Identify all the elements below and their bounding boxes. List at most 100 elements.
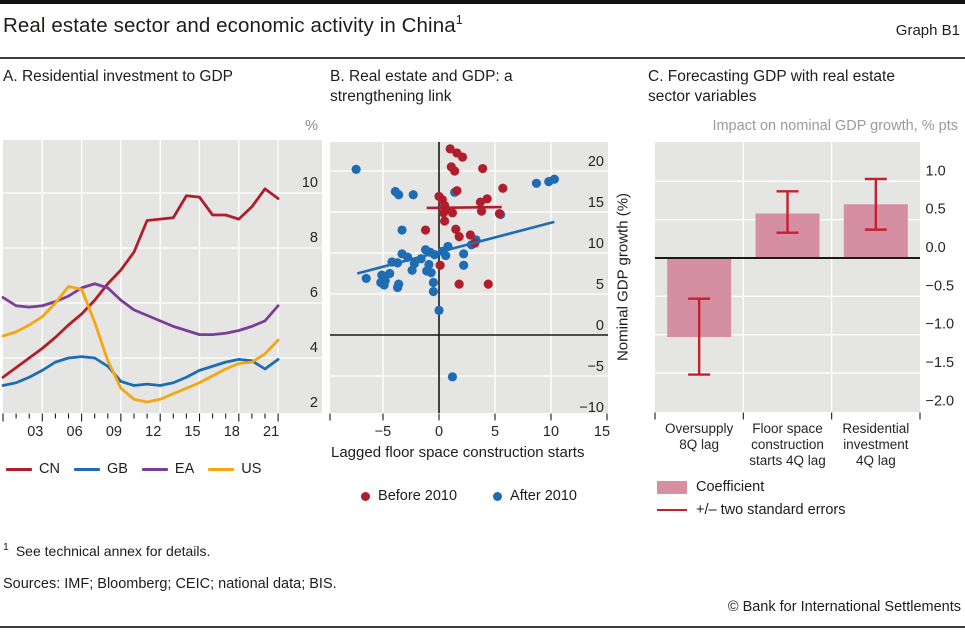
scatter-point-before-2010 bbox=[465, 230, 475, 240]
legend-item-before-2010: Before 2010 bbox=[361, 488, 457, 504]
x-axis-label: 15 bbox=[184, 424, 200, 440]
scatter-point-after-2010 bbox=[426, 268, 436, 278]
legend-label: GB bbox=[106, 461, 128, 477]
y-axis-label: 0.0 bbox=[926, 240, 946, 256]
y-axis-label: 20 bbox=[588, 154, 604, 170]
legend-line-swatch bbox=[141, 467, 168, 471]
y-axis-label: 0 bbox=[596, 318, 604, 334]
trend-line-before-2010 bbox=[426, 205, 502, 210]
category-label: 4Q lag bbox=[856, 453, 896, 468]
panel-a-legend: CN GB EA US bbox=[6, 461, 261, 477]
legend-dot-swatch bbox=[361, 491, 371, 501]
scatter-point-before-2010 bbox=[451, 224, 461, 234]
legend-item-gb: GB bbox=[73, 461, 128, 477]
scatter-point-after-2010 bbox=[441, 250, 451, 261]
trend-line-after-2010 bbox=[356, 220, 555, 275]
legend-label: Coefficient bbox=[696, 479, 765, 495]
panel-a-title: A. Residential investment to GDP bbox=[3, 68, 234, 85]
series-line-us bbox=[1, 285, 280, 404]
scatter-point-after-2010 bbox=[392, 282, 403, 293]
scatter-point-after-2010 bbox=[531, 178, 542, 188]
y-axis-label: 0.5 bbox=[926, 202, 946, 218]
panel-c-subtitle: Impact on nominal GDP growth, % pts bbox=[712, 118, 958, 134]
header-rule bbox=[0, 57, 965, 59]
x-axis-label: 12 bbox=[145, 424, 161, 440]
legend-item-cn: CN bbox=[6, 461, 60, 477]
panel-b-title: B. Real estate and GDP: a strengthening … bbox=[330, 67, 513, 107]
y-axis-label: −1.5 bbox=[926, 355, 955, 371]
panel-a-unit-label: % bbox=[305, 118, 318, 134]
y-axis-label: −10 bbox=[579, 400, 604, 416]
y-axis-label: 6 bbox=[310, 285, 318, 301]
bottom-rule bbox=[0, 626, 965, 628]
scatter-point-after-2010 bbox=[408, 190, 418, 200]
y-axis-label: −2.0 bbox=[926, 393, 955, 409]
scatter-point-after-2010 bbox=[361, 273, 371, 284]
y-axis-label: 10 bbox=[588, 236, 604, 252]
page-title-footnote-marker: 1 bbox=[455, 13, 463, 27]
category-label: Oversupply bbox=[665, 421, 734, 436]
category-label: construction bbox=[751, 437, 824, 452]
legend-box-swatch bbox=[657, 480, 687, 494]
series-line-cn bbox=[1, 187, 280, 379]
legend-label: CN bbox=[39, 461, 60, 477]
panel-b-scatter-chart: −5 0 5 10 15 20 15 10 5 0 −5 −10 bbox=[329, 142, 610, 440]
scatter-point-before-2010 bbox=[435, 260, 445, 270]
panel-b-title-line-2: strengthening link bbox=[330, 88, 452, 105]
scatter-point-after-2010 bbox=[394, 190, 404, 200]
legend-line-swatch bbox=[657, 509, 687, 511]
x-axis-label: −5 bbox=[375, 424, 392, 440]
y-axis-label: 10 bbox=[302, 175, 318, 191]
y-axis-label: 4 bbox=[310, 340, 318, 356]
scatter-point-before-2010 bbox=[440, 216, 450, 226]
y-axis-label: 5 bbox=[596, 277, 604, 293]
legend-label: +/– two standard errors bbox=[696, 502, 846, 518]
x-axis-label: 06 bbox=[67, 424, 83, 440]
legend-line-swatch bbox=[6, 467, 32, 471]
panel-c-title-line-1: C. Forecasting GDP with real estate bbox=[648, 68, 895, 85]
legend-item-ea: EA bbox=[141, 461, 195, 477]
scatter-point-after-2010 bbox=[459, 260, 469, 270]
legend-line-swatch bbox=[73, 467, 100, 471]
scatter-point-after-2010 bbox=[351, 164, 361, 174]
x-axis-label: 0 bbox=[435, 424, 443, 440]
scatter-point-after-2010 bbox=[397, 225, 407, 235]
y-axis-label: −0.5 bbox=[926, 278, 955, 294]
scatter-point-before-2010 bbox=[452, 186, 462, 196]
y-axis-label: 15 bbox=[588, 195, 604, 211]
legend-label: US bbox=[241, 461, 262, 477]
sources-line: Sources: IMF; Bloomberg; CEIC; national … bbox=[3, 576, 337, 592]
scatter-point-before-2010 bbox=[450, 166, 460, 176]
footnote: 1 See technical annex for details. bbox=[3, 541, 210, 559]
plot-area bbox=[330, 142, 608, 413]
plot-area bbox=[3, 140, 322, 413]
graph-number: Graph B1 bbox=[895, 22, 960, 39]
footnote-text: See technical annex for details. bbox=[15, 542, 211, 559]
category-label: investment bbox=[843, 437, 909, 452]
category-label: Residential bbox=[842, 421, 909, 436]
legend-item-us: US bbox=[208, 461, 261, 477]
panel-b-x-axis-title: Lagged floor space construction starts bbox=[331, 444, 585, 461]
page-title-text: Real estate sector and economic activity… bbox=[3, 13, 456, 37]
x-axis-label: 18 bbox=[224, 424, 240, 440]
y-axis-label: 8 bbox=[310, 230, 318, 246]
x-axis-label: 21 bbox=[263, 424, 279, 440]
panel-c-legend: Coefficient +/– two standard errors bbox=[657, 479, 846, 518]
category-label: Floor space bbox=[752, 421, 823, 436]
scatter-point-after-2010 bbox=[434, 305, 444, 315]
legend-item-after-2010: After 2010 bbox=[493, 488, 577, 504]
page-title: Real estate sector and economic activity… bbox=[3, 13, 463, 38]
scatter-point-before-2010 bbox=[420, 225, 431, 235]
scatter-point-before-2010 bbox=[494, 209, 505, 219]
x-axis-label: 15 bbox=[594, 424, 610, 440]
legend-label: EA bbox=[174, 461, 195, 477]
scatter-point-before-2010 bbox=[483, 279, 493, 289]
copyright-line: © Bank for International Settlements bbox=[727, 599, 961, 615]
scatter-point-after-2010 bbox=[428, 286, 438, 297]
y-axis-label: −5 bbox=[587, 359, 604, 375]
scatter-point-before-2010 bbox=[438, 208, 449, 218]
scatter-point-after-2010 bbox=[385, 268, 395, 279]
